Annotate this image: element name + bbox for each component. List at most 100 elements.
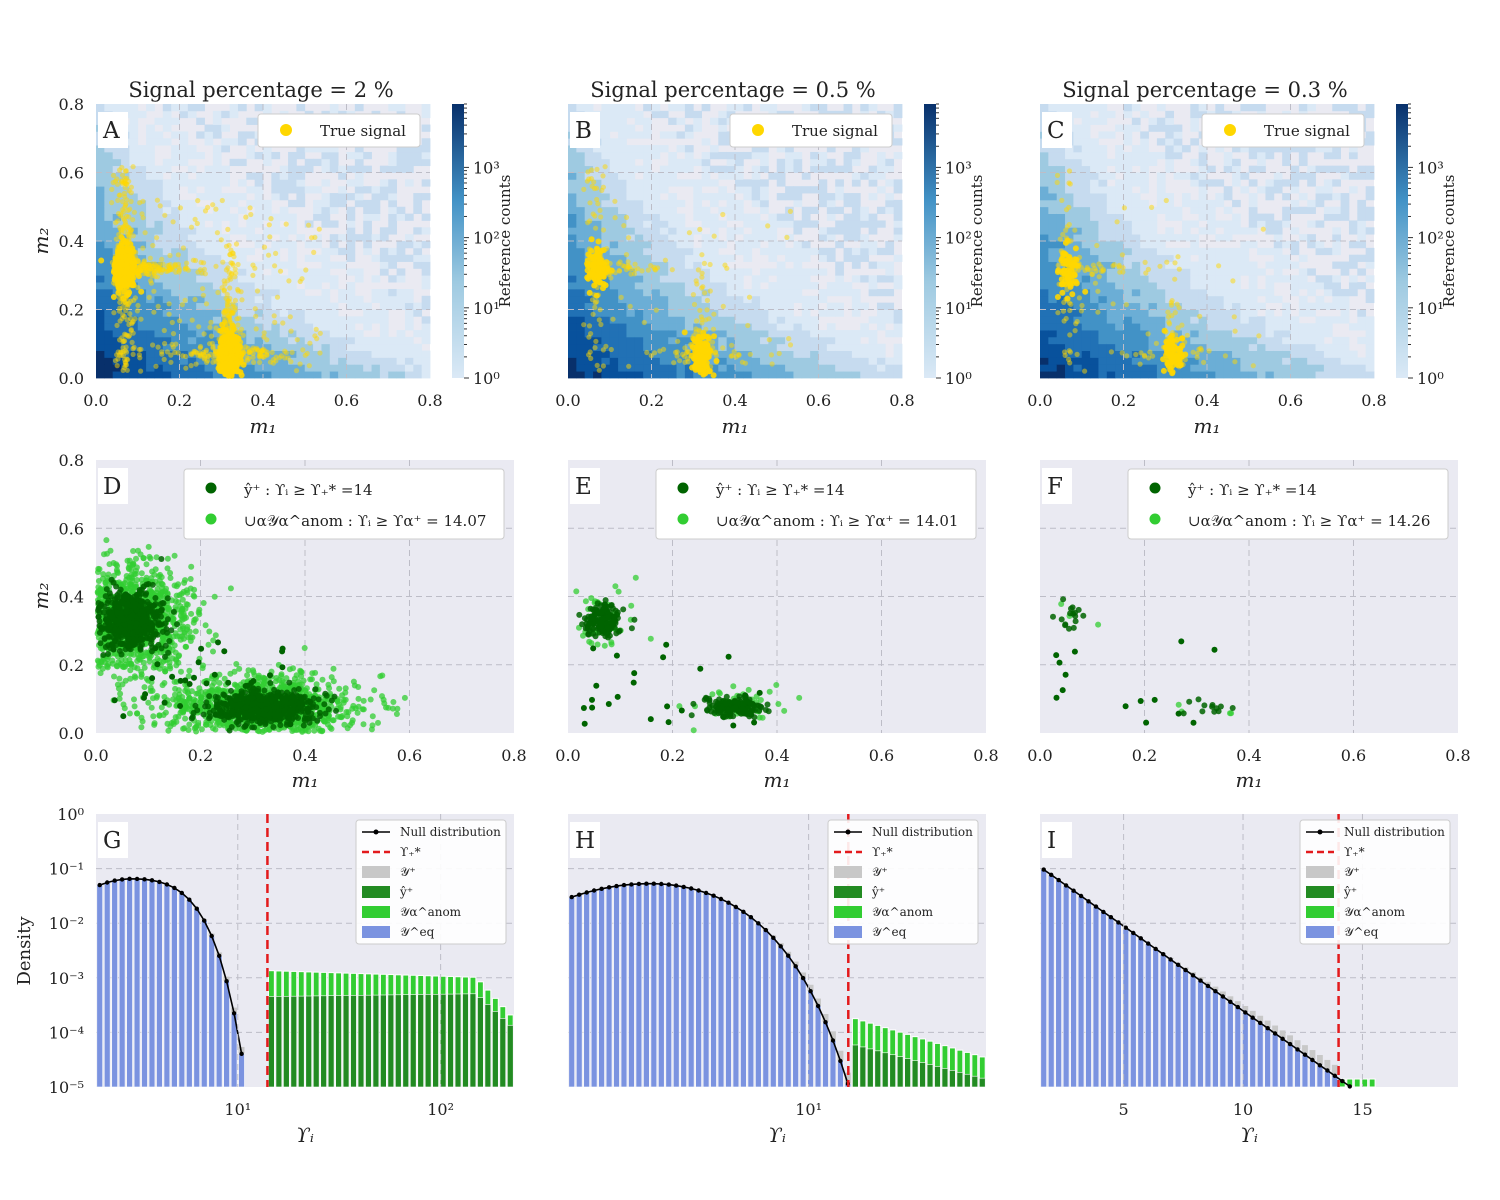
heatmap-cell [1081,179,1091,187]
heatmap-cell [104,193,114,201]
heatmap-cell [860,247,869,256]
signal-point [605,267,611,273]
heatmap-cell [346,151,356,160]
heatmap-cell [354,343,364,351]
heatmap-cell [354,275,364,283]
heatmap-cell [793,193,803,201]
signal-point [109,200,115,206]
heatmap-cell [304,282,314,290]
signal-point [162,340,168,347]
heatmap-cell [793,343,803,351]
heatmap-cell [760,330,769,338]
signal-point [685,359,691,365]
signal-point [776,350,782,357]
heatmap-cell [810,282,819,290]
heatmap-cell [1131,247,1141,256]
signal-point [114,263,121,270]
heatmap-cell [701,193,711,201]
heatmap-cell [1131,261,1141,269]
signal-point [600,173,606,179]
heatmap-cell [104,336,114,345]
signal-point [114,181,121,187]
heatmap-cell [893,110,903,119]
heatmap-cell [876,206,886,214]
heatmap-cell [1073,336,1083,345]
heatmap-cell [346,350,356,358]
heatmap-cell [643,364,652,372]
heatmap-cell [618,302,627,310]
heatmap-cell [313,206,322,214]
heatmap-cell [643,165,652,173]
signal-point [706,316,712,322]
heatmap-cell [112,336,122,345]
heatmap-cell [229,104,239,112]
heatmap-cell [1081,145,1091,153]
heatmap-cell [735,316,744,324]
heatmap-cell [346,193,356,201]
heatmap-cell [876,316,886,324]
heatmap-cell [818,309,828,317]
heatmap-cell [271,330,281,338]
signal-point [155,344,161,350]
heatmap-cell [684,179,694,187]
signal-point [230,262,236,268]
heatmap-cell [212,151,222,160]
heatmap-cell [271,302,281,310]
heatmap-cell [684,247,694,256]
signal-point [586,176,592,182]
heatmap-cell [801,172,811,180]
heatmap-cell [609,234,619,242]
heatmap-cell [271,343,281,351]
heatmap-cell [851,254,861,262]
heatmap-cell [146,193,155,201]
heatmap-cell [1123,295,1133,304]
heatmap-cell [237,247,247,256]
heatmap-cell [279,371,289,379]
signal-point [227,318,233,324]
heatmap-cell [404,234,414,242]
heatmap-cell [279,357,289,365]
heatmap-cell [868,227,878,235]
heatmap-cell [743,343,753,351]
heatmap-cell [768,241,778,249]
heatmap-cell [288,247,297,256]
signal-point [151,288,157,294]
heatmap-cell [221,234,230,242]
heatmap-cell [1106,247,1116,256]
heatmap-cell [187,213,197,221]
heatmap-cell [396,104,406,112]
signal-point [122,176,128,182]
heatmap-cell [826,302,836,310]
heatmap-cell [246,247,256,256]
heatmap-cell [196,206,205,214]
signal-point [213,206,219,212]
heatmap-cell [179,288,189,297]
heatmap-cell [701,213,711,221]
heatmap-cell [254,199,264,208]
heatmap-cell [179,227,189,235]
heatmap-cell [826,254,836,262]
heatmap-cell [229,227,239,235]
heatmap-cell [760,343,769,351]
heatmap-cell [1090,247,1099,256]
heatmap-cell [279,288,289,297]
heatmap-cell [576,254,586,262]
heatmap-cell [1090,145,1099,153]
heatmap-cell [576,295,586,304]
heatmap-cell [876,323,886,331]
heatmap-cell [860,213,869,221]
heatmap-cell [1140,282,1149,290]
heatmap-cell [288,282,297,290]
signal-point [146,294,152,300]
heatmap-cell [146,158,155,167]
heatmap-cell [162,357,172,365]
heatmap-cell [893,138,903,146]
heatmap-cell [363,316,372,324]
heatmap-cell [676,309,686,317]
heatmap-cell [751,350,761,358]
heatmap-cell [179,131,189,139]
heatmap-cell [379,357,389,365]
heatmap-cell [876,350,886,358]
heatmap-cell [568,268,577,276]
heatmap-cell [1081,131,1091,139]
